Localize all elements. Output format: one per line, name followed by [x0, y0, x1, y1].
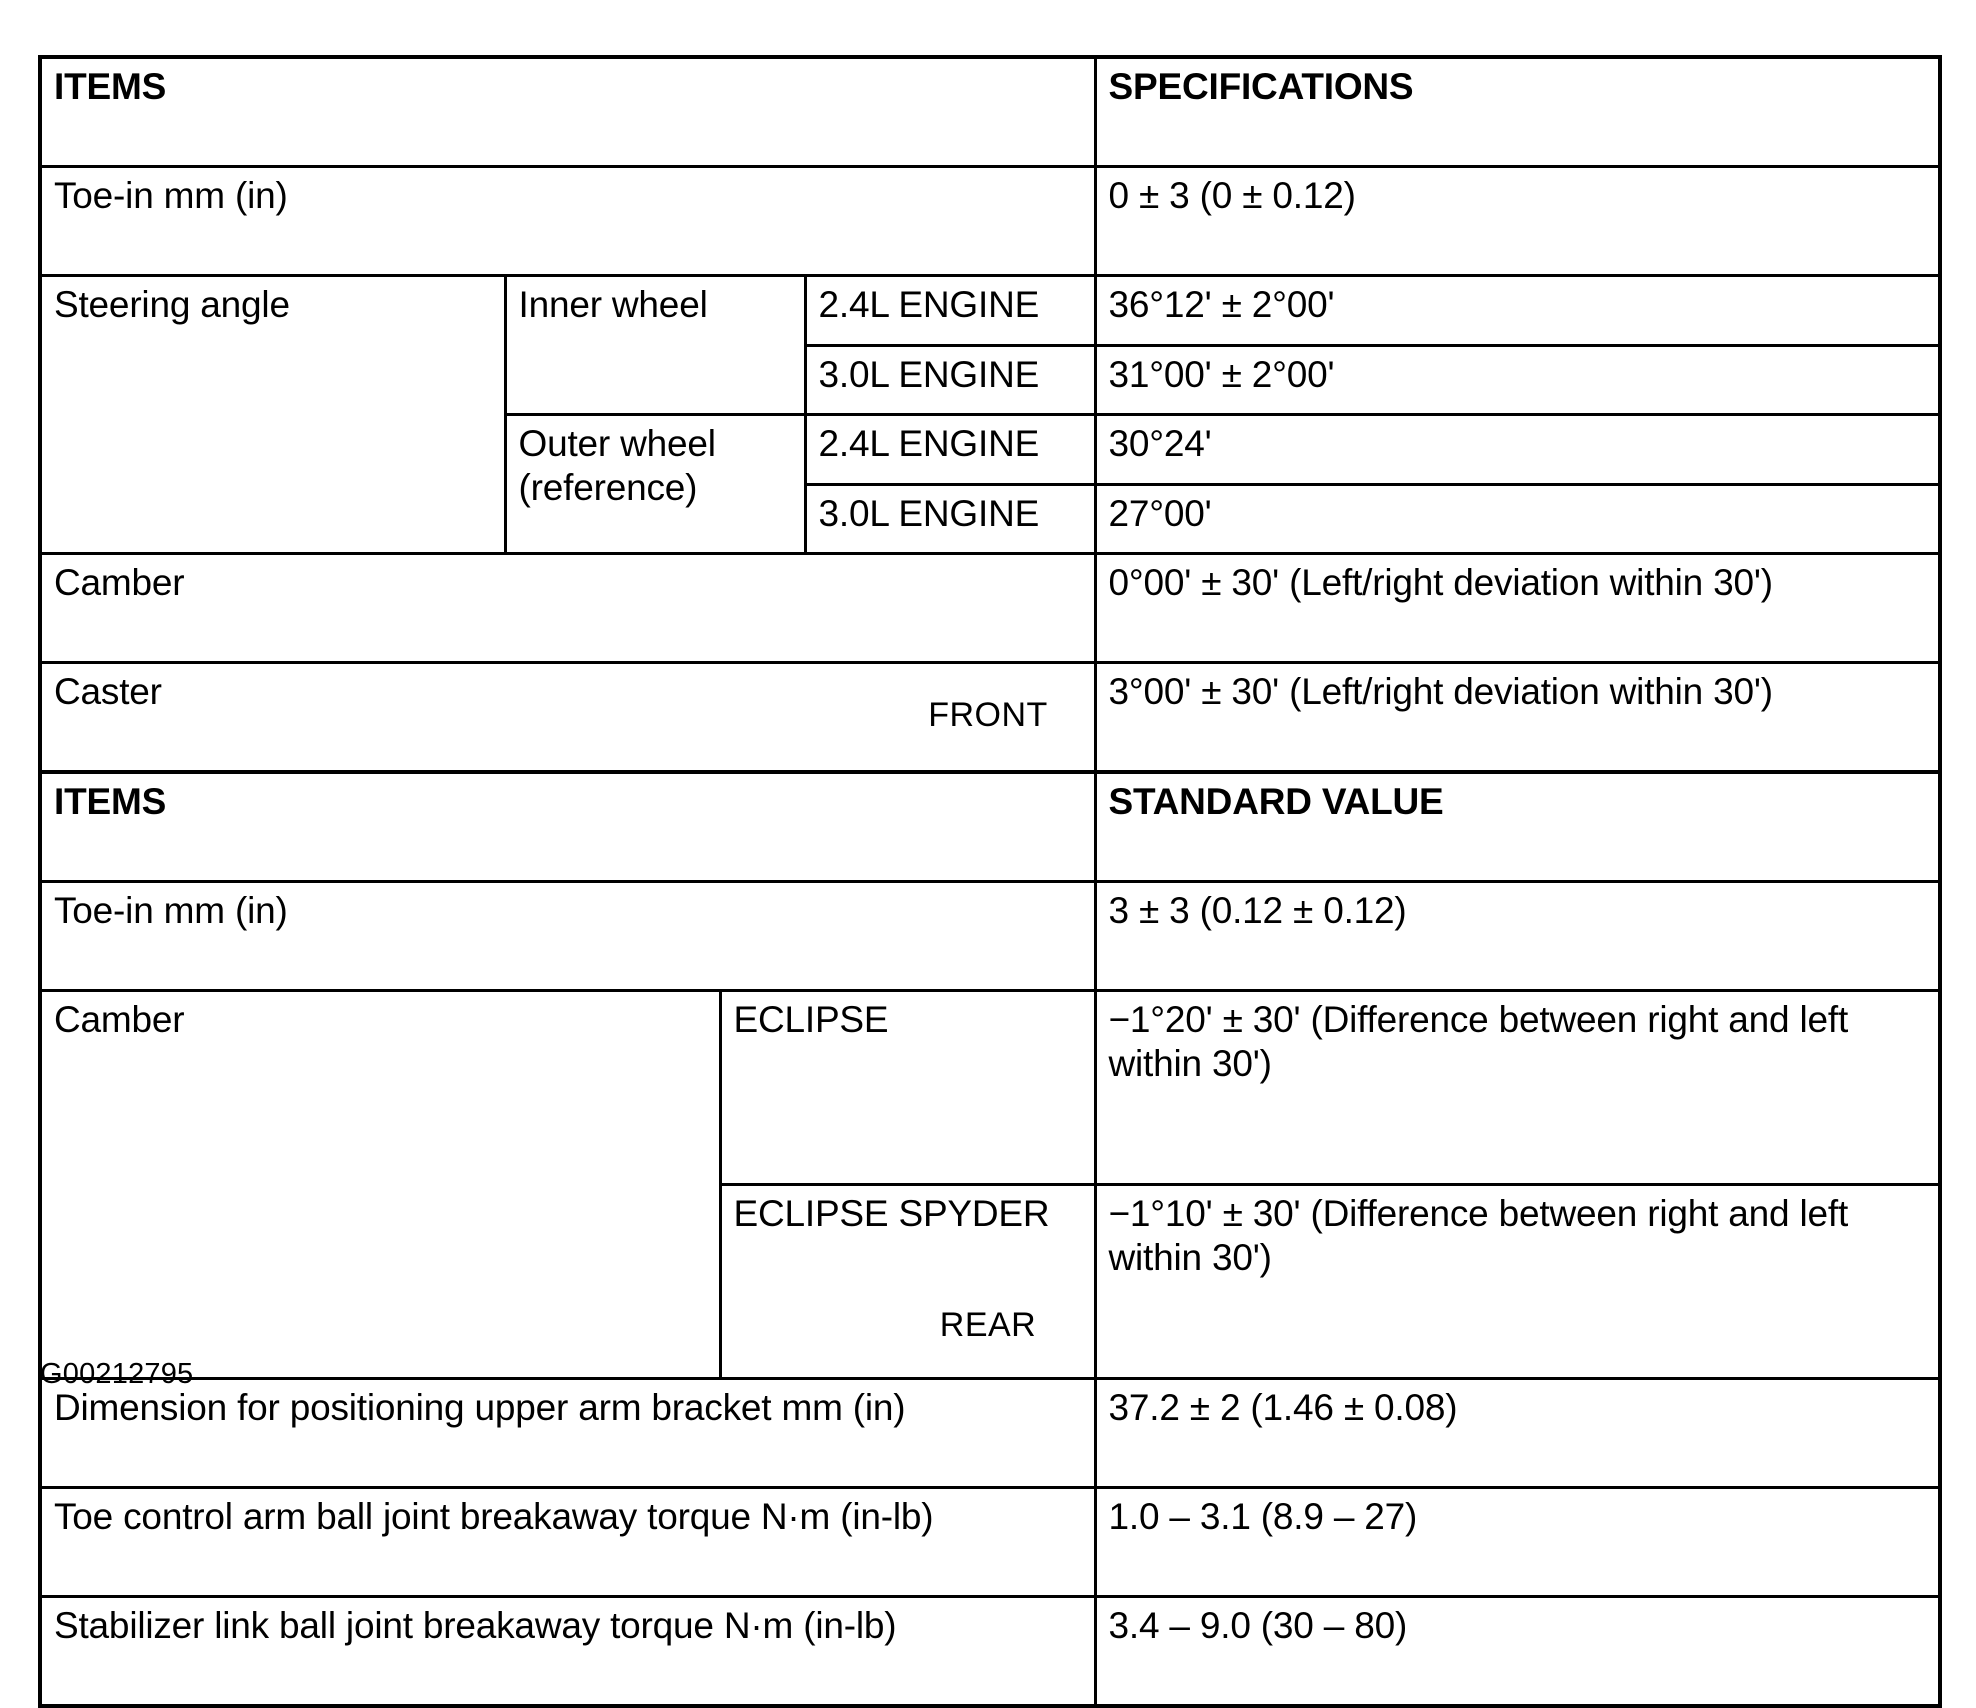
rear-stabilizer-link-value: 3.4 – 9.0 (30 – 80) [1093, 1595, 1942, 1708]
rear-camber-eclipse-spyder-label: ECLIPSE SPYDER [718, 1183, 1097, 1380]
front-header-specifications: SPECIFICATIONS [1093, 55, 1942, 168]
table-row: Camber ECLIPSE −1°20' ± 30' (Difference … [38, 989, 1942, 1380]
front-steering-angle-item: Steering angle [38, 274, 507, 555]
front-table-caption: FRONT [928, 696, 1048, 734]
table-row-header: ITEMS STANDARD VALUE [38, 770, 1942, 883]
rear-toe-control-arm-value: 1.0 – 3.1 (8.9 – 27) [1093, 1486, 1942, 1598]
rear-toe-in-item: Toe-in mm (in) [38, 880, 1097, 992]
front-outer-24l-value: 30°24' [1093, 413, 1942, 486]
rear-camber-eclipse-value: −1°20' ± 30' (Difference between right a… [1093, 989, 1942, 1186]
table-row: Dimension for positioning upper arm brac… [38, 1377, 1942, 1489]
table-row: Steering angle Inner wheel 2.4L ENGINE 3… [38, 274, 1942, 555]
table-row: 3.0L ENGINE 27°00' [40, 482, 1942, 555]
front-outer-30l-label: 3.0L ENGINE [803, 482, 1097, 555]
table-row: 3.0L ENGINE 31°00' ± 2°00' [40, 343, 1942, 416]
front-outer-wheel-label: Outer wheel (reference) [503, 413, 807, 555]
front-inner-wheel-label: Inner wheel [503, 274, 807, 416]
rear-camber-eclipse-label: ECLIPSE [718, 989, 1097, 1186]
front-caster-value: 3°00' ± 30' (Left/right deviation within… [1093, 661, 1942, 773]
rear-header-standard-value: STANDARD VALUE [1093, 770, 1942, 883]
front-camber-item: Camber [38, 552, 1097, 664]
table-row: Camber 0°00' ± 30' (Left/right deviation… [38, 552, 1942, 664]
table-row: Stabilizer link ball joint breakaway tor… [38, 1595, 1942, 1708]
table-row: Toe-in mm (in) 0 ± 3 (0 ± 0.12) [38, 165, 1942, 277]
front-inner-30l-label: 3.0L ENGINE [803, 343, 1097, 416]
rear-toe-in-value: 3 ± 3 (0.12 ± 0.12) [1093, 880, 1942, 992]
table-row: ECLIPSE SPYDER −1°10' ± 30' (Difference … [40, 1183, 1942, 1380]
front-outer-30l-value: 27°00' [1093, 482, 1942, 555]
table-row: Toe control arm ball joint breakaway tor… [38, 1486, 1942, 1598]
front-outer-wheel-label-line2: (reference) [518, 466, 698, 508]
front-outer-wheel-label-line1: Outer wheel [518, 423, 716, 464]
front-outer-24l-label: 2.4L ENGINE [803, 413, 1097, 486]
front-toe-in-value: 0 ± 3 (0 ± 0.12) [1093, 165, 1942, 277]
rear-camber-item: Camber [38, 989, 722, 1380]
rear-upper-arm-bracket-item: Dimension for positioning upper arm brac… [38, 1377, 1097, 1489]
rear-toe-control-arm-item: Toe control arm ball joint breakaway tor… [38, 1486, 1097, 1598]
rear-header-items: ITEMS [38, 770, 1097, 883]
front-inner-24l-label: 2.4L ENGINE [803, 274, 1097, 347]
rear-stabilizer-link-item: Stabilizer link ball joint breakaway tor… [38, 1595, 1097, 1708]
rear-camber-eclipse-spyder-value: −1°10' ± 30' (Difference between right a… [1093, 1183, 1942, 1380]
table-row: Caster 3°00' ± 30' (Left/right deviation… [38, 661, 1942, 773]
rear-alignment-spec-table: ITEMS STANDARD VALUE Toe-in mm (in) 3 ± … [38, 770, 1942, 1708]
table-row: Outer wheel (reference) 2.4L ENGINE 30°24… [40, 413, 1942, 555]
table-row: Toe-in mm (in) 3 ± 3 (0.12 ± 0.12) [38, 880, 1942, 992]
table-row-header: ITEMS SPECIFICATIONS [38, 55, 1942, 168]
rear-table-caption: REAR [939, 1306, 1037, 1344]
front-inner-24l-value: 36°12' ± 2°00' [1093, 274, 1942, 347]
front-camber-value: 0°00' ± 30' (Left/right deviation within… [1093, 552, 1942, 664]
reference-code: G00212795 [40, 1358, 194, 1390]
front-header-items: ITEMS [38, 55, 1097, 168]
rear-upper-arm-bracket-value: 37.2 ± 2 (1.46 ± 0.08) [1093, 1377, 1942, 1489]
front-toe-in-item: Toe-in mm (in) [38, 165, 1097, 277]
front-inner-30l-value: 31°00' ± 2°00' [1093, 343, 1942, 416]
document-page: ITEMS SPECIFICATIONS Toe-in mm (in) 0 ± … [38, 55, 1943, 1708]
